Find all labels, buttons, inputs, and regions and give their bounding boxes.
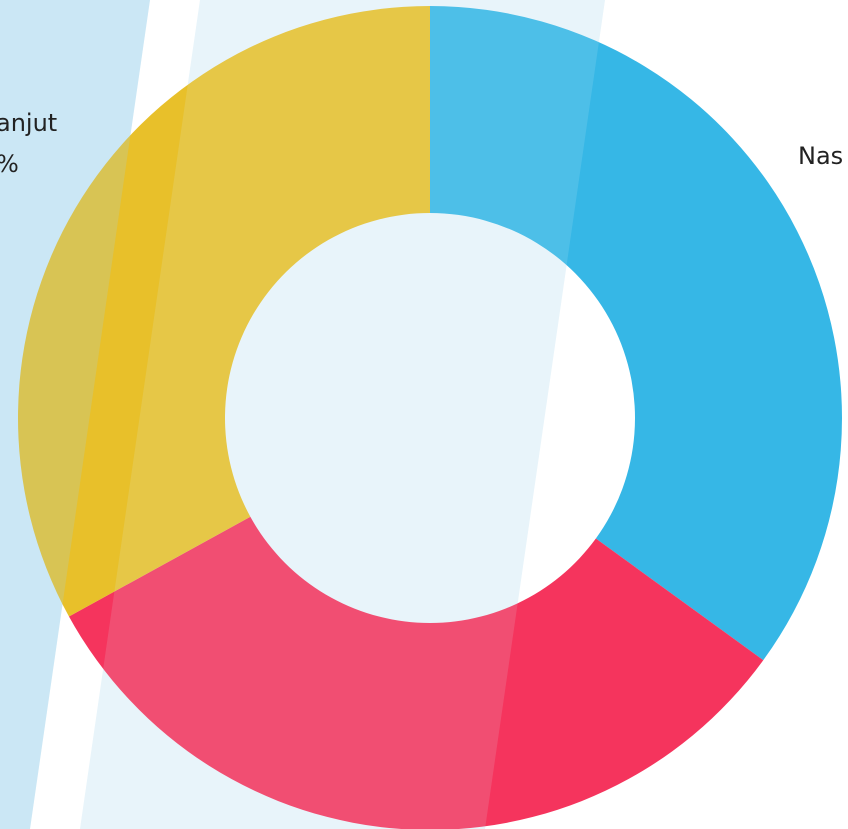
donut-segment [430, 6, 842, 661]
donut [17, 6, 842, 829]
donut-segment [17, 6, 431, 617]
donut-segment [68, 516, 764, 829]
segment-label: anjut [0, 109, 57, 137]
segment-label: Nas [798, 142, 843, 170]
segment-value-label: % [0, 150, 19, 178]
labels: Nas anjut% [0, 109, 843, 178]
